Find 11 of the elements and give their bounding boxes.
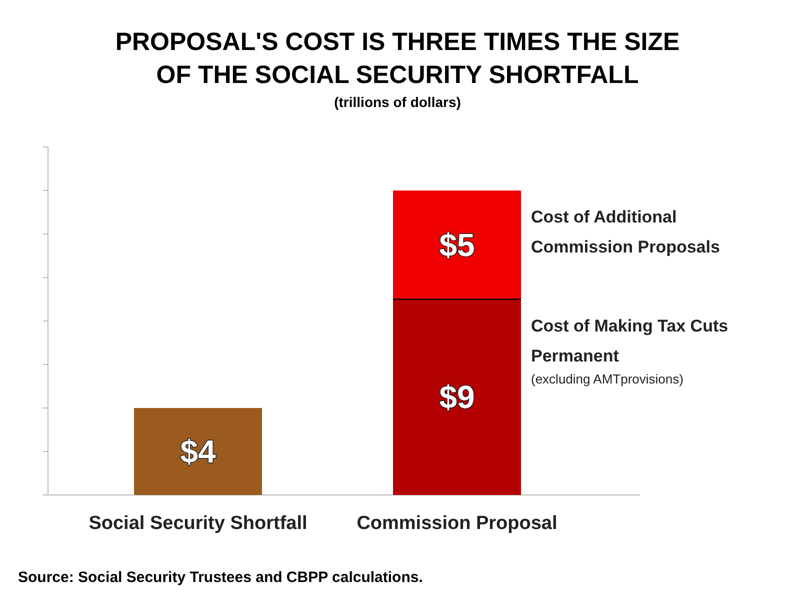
series-label: Cost of Additional Commission Proposals xyxy=(531,208,720,256)
data-label: $4 xyxy=(180,434,216,470)
annotation: (excluding AMTprovisions) xyxy=(531,371,684,386)
chart-title: PROPOSAL'S COST IS THREE TIMES THE SIZE OF THE SOCIAL SECURITY SHORTFALL xyxy=(115,28,680,89)
x-tick-label: Commission Proposal xyxy=(356,513,558,534)
x-tick-label: Social Security Shortfall xyxy=(88,513,308,534)
data-label: $9 xyxy=(439,379,475,416)
source-note: Source: Social Security Trustees and CBPP calculations. xyxy=(18,569,423,586)
data-label: $5 xyxy=(439,226,475,263)
series-label: Cost of Making Tax Cuts Permanent xyxy=(531,316,728,366)
chart-subtitle: (trillions of dollars) xyxy=(334,94,461,110)
